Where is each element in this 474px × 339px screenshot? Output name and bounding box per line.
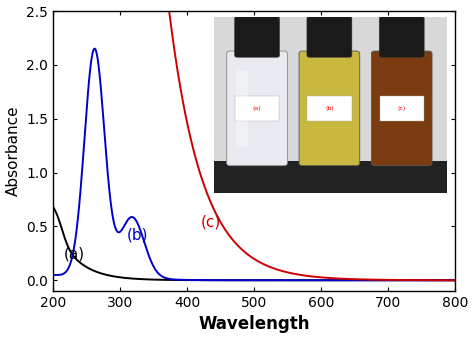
Y-axis label: Absorbance: Absorbance xyxy=(6,106,20,196)
X-axis label: Wavelength: Wavelength xyxy=(198,316,310,334)
Text: (a): (a) xyxy=(64,247,85,262)
Text: (b): (b) xyxy=(127,227,148,242)
Text: (c): (c) xyxy=(201,215,221,230)
